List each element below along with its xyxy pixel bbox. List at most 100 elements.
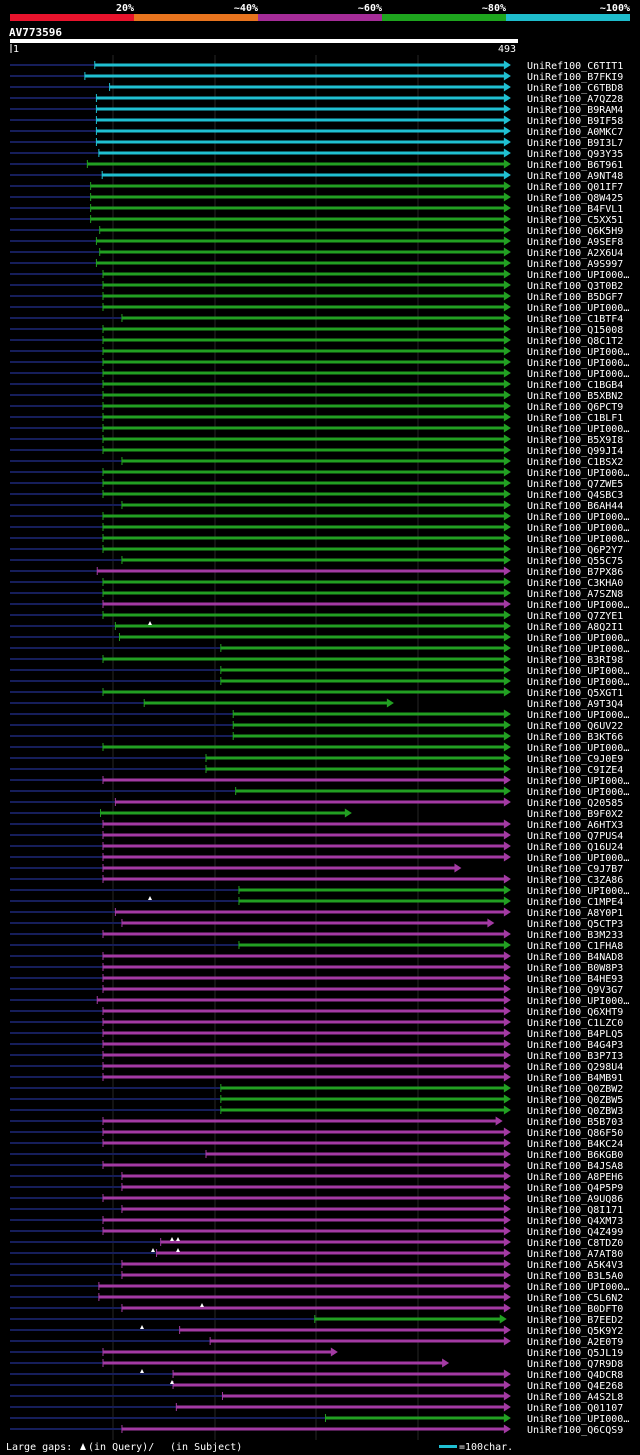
- hit-bar: [103, 591, 505, 595]
- hit-arrow: [454, 863, 462, 873]
- hit-bar: [103, 382, 505, 386]
- hit-arrow: [503, 1061, 511, 1071]
- hit-arrow: [503, 555, 511, 565]
- hit-label: UniRef100_UPI000…: [527, 633, 629, 644]
- hit-arrow: [503, 247, 511, 257]
- hit-bar: [220, 1086, 505, 1090]
- hit-bar: [160, 1240, 505, 1244]
- hit-label: UniRef100_Q8C1T2: [527, 336, 623, 347]
- hit-arrow: [503, 1226, 511, 1236]
- hit-bar: [103, 448, 505, 452]
- hit-arrow: [503, 104, 511, 114]
- hit-label: UniRef100_B9IF58: [527, 116, 623, 127]
- gap-marker: [176, 1248, 180, 1252]
- hit-bar: [103, 1053, 505, 1057]
- gap-legend-label: Large gaps:: [6, 1442, 72, 1453]
- hit-arrow: [503, 1380, 511, 1390]
- hit-arrow: [503, 1072, 511, 1082]
- hit-bar: [103, 1196, 505, 1200]
- hit-bar: [119, 635, 505, 639]
- hit-arrow: [503, 874, 511, 884]
- hit-bar: [121, 921, 489, 925]
- hit-bar: [103, 855, 505, 859]
- hit-arrow: [503, 1325, 511, 1335]
- hit-bar: [103, 1020, 505, 1024]
- hit-label: UniRef100_C5XX51: [527, 215, 623, 226]
- hit-arrow: [503, 390, 511, 400]
- hit-label: UniRef100_A8PEH6: [527, 1172, 623, 1183]
- gap-marker: [148, 621, 152, 625]
- hit-bar: [233, 734, 505, 738]
- hit-bar: [103, 1119, 497, 1123]
- gap-marker: [151, 1248, 155, 1252]
- hit-bar: [103, 525, 505, 529]
- hit-bar: [103, 932, 505, 936]
- hit-arrow: [503, 566, 511, 576]
- hit-arrow: [503, 71, 511, 81]
- hit-bar: [90, 184, 505, 188]
- hit-bar: [233, 723, 505, 727]
- gap-marker: [148, 896, 152, 900]
- hit-arrow: [503, 511, 511, 521]
- hit-arrow: [503, 742, 511, 752]
- hit-arrow: [503, 500, 511, 510]
- hit-arrow: [503, 357, 511, 367]
- hit-arrow: [503, 753, 511, 763]
- hit-label: UniRef100_UPI000…: [527, 512, 629, 523]
- hit-arrow: [503, 456, 511, 466]
- hit-label: UniRef100_B7FKI9: [527, 72, 623, 83]
- hit-bar: [103, 272, 505, 276]
- hit-bar: [96, 118, 505, 122]
- hit-arrow: [503, 1413, 511, 1423]
- hit-label: UniRef100_B9I3L7: [527, 138, 623, 149]
- hit-bar: [206, 756, 505, 760]
- hit-label: UniRef100_B9F0X2: [527, 809, 623, 820]
- hit-bar: [103, 536, 505, 540]
- hit-arrow: [503, 181, 511, 191]
- hit-label: UniRef100_B6T961: [527, 160, 623, 171]
- hit-label: UniRef100_B5X9I8: [527, 435, 623, 446]
- hit-arrow: [503, 709, 511, 719]
- hit-arrow: [503, 291, 511, 301]
- hit-label: UniRef100_UPI000…: [527, 424, 629, 435]
- hit-label: UniRef100_C9J7B7: [527, 864, 623, 875]
- hit-label: UniRef100_UPI000…: [527, 270, 629, 281]
- hit-arrow: [503, 445, 511, 455]
- hit-arrow: [503, 885, 511, 895]
- hit-bar: [103, 371, 505, 375]
- hit-bar: [84, 74, 505, 78]
- hit-label: UniRef100_A8Y0P1: [527, 908, 623, 919]
- hit-bar: [173, 1372, 505, 1376]
- hit-bar: [176, 1405, 505, 1409]
- hit-arrow: [503, 984, 511, 994]
- hit-arrow: [503, 192, 511, 202]
- hit-arrow: [503, 1160, 511, 1170]
- hit-bar: [103, 602, 505, 606]
- hit-arrow: [503, 137, 511, 147]
- hit-bar: [103, 1361, 444, 1365]
- hit-bar: [96, 140, 505, 144]
- hit-label: UniRef100_A9T3Q4: [527, 699, 623, 710]
- hit-bar: [115, 910, 505, 914]
- hit-label: UniRef100_Q4DCR8: [527, 1370, 623, 1381]
- hit-label: UniRef100_Q5K9Y2: [527, 1326, 623, 1337]
- hit-bar: [103, 305, 505, 309]
- hit-arrow: [503, 412, 511, 422]
- hit-arrow: [503, 1127, 511, 1137]
- hit-arrow: [503, 346, 511, 356]
- hit-bar: [102, 173, 505, 177]
- hit-arrow: [503, 489, 511, 499]
- hit-arrow: [330, 1347, 338, 1357]
- hit-label: UniRef100_Q4E268: [527, 1381, 623, 1392]
- hit-label: UniRef100_Q99JI4: [527, 446, 623, 457]
- hit-label: UniRef100_UPI000…: [527, 677, 629, 688]
- hit-label: UniRef100_A7AT80: [527, 1249, 623, 1260]
- hit-bar: [103, 415, 505, 419]
- gap-marker: [140, 1369, 144, 1373]
- hit-label: UniRef100_Q20585: [527, 798, 623, 809]
- hit-bar: [103, 965, 505, 969]
- hit-label: UniRef100_UPI000…: [527, 1414, 629, 1425]
- hit-bar: [103, 844, 505, 848]
- hit-arrow: [503, 1303, 511, 1313]
